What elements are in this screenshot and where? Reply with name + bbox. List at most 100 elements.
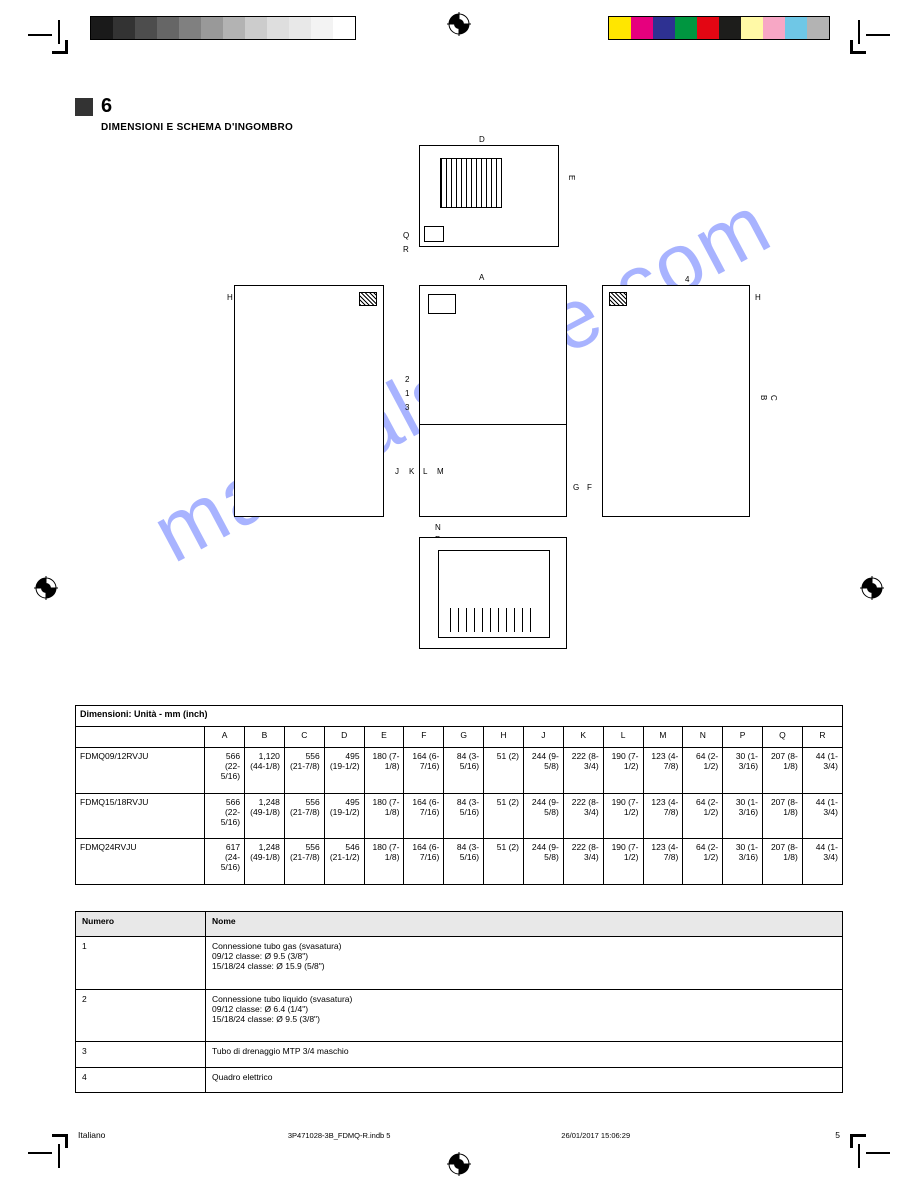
register-icon <box>447 12 471 36</box>
swatch <box>785 17 807 39</box>
table-cell: 123 (4-7/8) <box>643 747 683 793</box>
table-header: G <box>444 726 484 747</box>
table-cell: 244 (9-5/8) <box>523 747 563 793</box>
table-cell: 1,248 (49-1/8) <box>245 839 285 885</box>
table-cell: Tubo di drenaggio MTP 3/4 maschio <box>206 1042 843 1067</box>
dim-label: H <box>755 293 761 302</box>
swatch <box>223 17 245 39</box>
dim-label: 4 <box>685 275 689 284</box>
table-cell: 180 (7-1/8) <box>364 793 404 839</box>
table-cell: 44 (1-3/4) <box>802 793 842 839</box>
dim-label: K <box>409 467 414 476</box>
table-cell: 3 <box>76 1042 206 1067</box>
page-content: 6 DIMENSIONI E SCHEMA D'INGOMBRO D E Q R… <box>75 95 843 1093</box>
drawing-bottom-view <box>419 537 567 649</box>
drawing-panel <box>428 294 456 314</box>
table-header: A <box>205 726 245 747</box>
table-cell: 51 (2) <box>484 839 524 885</box>
table-cell: 222 (8-3/4) <box>563 839 603 885</box>
table-header: H <box>484 726 524 747</box>
table-cell: 64 (2-1/2) <box>683 747 723 793</box>
register-icon <box>860 576 884 600</box>
drawing-top-view <box>419 145 559 247</box>
table-cell: 84 (3-5/16) <box>444 793 484 839</box>
table-cell: 64 (2-1/2) <box>683 839 723 885</box>
dim-label: H <box>227 293 233 302</box>
swatch <box>631 17 653 39</box>
table-cell: 556 (21-7/8) <box>284 793 324 839</box>
table-cell: 51 (2) <box>484 793 524 839</box>
table-header: K <box>563 726 603 747</box>
table-cell: 30 (1-3/16) <box>723 839 763 885</box>
table-header: F <box>404 726 444 747</box>
table-header: J <box>523 726 563 747</box>
swatch <box>91 17 113 39</box>
table-cell: 51 (2) <box>484 747 524 793</box>
table-cell: 180 (7-1/8) <box>364 747 404 793</box>
table-cell: 123 (4-7/8) <box>643 839 683 885</box>
crop-edge-tr <box>850 24 866 54</box>
dim-label: L <box>423 467 427 476</box>
swatch <box>741 17 763 39</box>
table-header: M <box>643 726 683 747</box>
dimensions-table: Dimensioni: Unità - mm (inch)ABCDEFGHJKL… <box>75 705 843 885</box>
table-cell: 44 (1-3/4) <box>802 839 842 885</box>
swatch <box>157 17 179 39</box>
dim-label: F <box>587 483 592 492</box>
table-cell: 556 (21-7/8) <box>284 747 324 793</box>
section-number: 6 <box>101 95 112 118</box>
table-cell: Connessione tubo liquido (svasatura) 09/… <box>206 989 843 1041</box>
table-header: E <box>364 726 404 747</box>
table-cell: 1,248 (49-1/8) <box>245 793 285 839</box>
section-header: 6 <box>75 95 843 118</box>
table-header: Numero <box>76 912 206 937</box>
register-icon <box>447 1152 471 1176</box>
table-cell: 1,120 (44-1/8) <box>245 747 285 793</box>
page-root: manualshive.com 6 DIMENSIONI E SCHEMA D'… <box>0 0 918 1188</box>
drawing-junction-box <box>424 226 444 242</box>
table-cell: 207 (8-1/8) <box>763 747 803 793</box>
swatch <box>697 17 719 39</box>
table-cell: 4 <box>76 1067 206 1093</box>
drawing-hatch <box>359 292 377 306</box>
dim-label: B <box>759 395 768 400</box>
table-cell: 222 (8-3/4) <box>563 747 603 793</box>
swatch <box>201 17 223 39</box>
table-header: D <box>324 726 364 747</box>
table-cell: 495 (19-1/2) <box>324 747 364 793</box>
table-cell: 30 (1-3/16) <box>723 747 763 793</box>
swatch <box>113 17 135 39</box>
dim-label: Q <box>403 231 409 240</box>
table-cell: 164 (6-7/16) <box>404 747 444 793</box>
table-row-label: FDMQ15/18RVJU <box>76 793 205 839</box>
table-cell: 617 (24-5/16) <box>205 839 245 885</box>
table-cell: 244 (9-5/8) <box>523 839 563 885</box>
dim-label: 1 <box>405 389 409 398</box>
table-title: Dimensioni: Unità - mm (inch) <box>76 706 843 727</box>
swatch <box>609 17 631 39</box>
footer-timestamp: 26/01/2017 15:06:29 <box>561 1131 630 1140</box>
table-header: N <box>683 726 723 747</box>
table-cell: 190 (7-1/2) <box>603 747 643 793</box>
table-cell: 123 (4-7/8) <box>643 793 683 839</box>
crop-edge-tl <box>52 24 68 54</box>
swatch <box>675 17 697 39</box>
dim-label: M <box>437 467 444 476</box>
table-cell: 556 (21-7/8) <box>284 839 324 885</box>
table-header: Nome <box>206 912 843 937</box>
swatch <box>311 17 333 39</box>
table-cell: 190 (7-1/2) <box>603 793 643 839</box>
swatch <box>135 17 157 39</box>
dim-label: G <box>573 483 579 492</box>
grayscale-bar <box>90 16 356 40</box>
table-cell: 207 (8-1/8) <box>763 793 803 839</box>
table-cell: 546 (21-1/2) <box>324 839 364 885</box>
table-header: P <box>723 726 763 747</box>
swatch <box>179 17 201 39</box>
dim-label: A <box>479 273 484 282</box>
swatch <box>653 17 675 39</box>
drawing-coil <box>450 608 538 632</box>
table-row-label: FDMQ09/12RVJU <box>76 747 205 793</box>
table-header: Q <box>763 726 803 747</box>
table-cell: 180 (7-1/8) <box>364 839 404 885</box>
